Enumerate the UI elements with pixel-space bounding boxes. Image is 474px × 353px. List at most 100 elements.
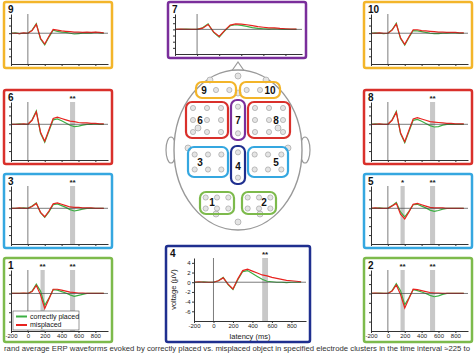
electrode bbox=[266, 117, 271, 122]
tick-mark bbox=[369, 190, 371, 191]
tick-mark bbox=[9, 26, 11, 27]
significance-label: * bbox=[401, 178, 405, 187]
tick-label: 800 bbox=[287, 323, 298, 329]
tick-mark bbox=[192, 311, 194, 312]
x-axis-tick: 600 bbox=[74, 331, 85, 339]
zero-line bbox=[11, 33, 108, 34]
y-axis-tick: 4 bbox=[187, 260, 194, 266]
y-axis-tick: 0 bbox=[187, 280, 194, 286]
y-axis-tick bbox=[9, 322, 11, 323]
x-axis-tick: 200 bbox=[40, 331, 51, 339]
panel: ****-20002004006008002 bbox=[364, 258, 472, 342]
tick-mark bbox=[9, 41, 11, 42]
zero-line bbox=[371, 208, 468, 209]
electrode bbox=[244, 87, 249, 92]
tick-mark bbox=[369, 26, 371, 27]
significance-label: ** bbox=[429, 94, 436, 103]
panel-number: 2 bbox=[368, 260, 374, 271]
waveform bbox=[371, 24, 464, 44]
electrode bbox=[213, 87, 218, 92]
x-axis-line bbox=[12, 244, 109, 245]
significance-label: ** bbox=[429, 178, 436, 187]
waveform bbox=[371, 285, 464, 308]
tick-mark bbox=[45, 64, 46, 66]
y-axis-line bbox=[11, 187, 12, 245]
x-axis-tick bbox=[422, 244, 423, 246]
y-axis-tick bbox=[9, 41, 11, 42]
x-axis-tick bbox=[388, 244, 389, 246]
tick-mark bbox=[9, 208, 11, 209]
tick-mark bbox=[9, 49, 11, 50]
tick-mark bbox=[422, 64, 423, 66]
y-axis-tick bbox=[9, 199, 11, 200]
waveform bbox=[11, 112, 104, 141]
significance-label: ** bbox=[429, 262, 436, 271]
x-axis-tick: 400 bbox=[248, 321, 259, 329]
zero-line bbox=[371, 293, 468, 294]
tick-mark bbox=[388, 64, 389, 66]
x-axis: -2000200400600800 bbox=[188, 321, 306, 329]
electrode bbox=[252, 152, 257, 157]
panel-frame bbox=[166, 246, 310, 342]
y-axis-tick bbox=[369, 226, 371, 227]
head-map: 12345678910 bbox=[166, 62, 310, 230]
tick-label: 200 bbox=[228, 323, 239, 329]
tick-mark bbox=[95, 160, 96, 162]
legend: correctly placedmisplaced bbox=[13, 311, 79, 330]
tick-mark bbox=[241, 54, 242, 56]
legend-box bbox=[13, 311, 79, 330]
waveform bbox=[11, 24, 104, 45]
plot-area bbox=[11, 24, 104, 45]
head-outline bbox=[174, 70, 302, 230]
y-axis-tick bbox=[369, 26, 371, 27]
tick-mark bbox=[9, 199, 11, 200]
electrode bbox=[203, 206, 208, 211]
tick-label: 200 bbox=[400, 333, 411, 339]
electrode bbox=[252, 117, 257, 122]
cluster-outline bbox=[200, 192, 234, 214]
y-axis-tick bbox=[369, 56, 371, 57]
tick-mark bbox=[369, 226, 371, 227]
panel-number: 5 bbox=[368, 176, 374, 187]
tick-mark bbox=[369, 133, 371, 134]
tick-mark bbox=[219, 54, 220, 56]
electrode bbox=[252, 129, 257, 134]
x-axis-line bbox=[12, 64, 109, 65]
y-axis-tick bbox=[9, 49, 11, 50]
x-axis-tick: 800 bbox=[451, 331, 462, 339]
tick-mark bbox=[9, 151, 11, 152]
x-axis-tick bbox=[45, 160, 46, 162]
tick-label: 400 bbox=[57, 333, 68, 339]
x-axis: -2000200400600800 bbox=[5, 331, 108, 339]
x-axis-tick bbox=[62, 64, 63, 66]
panel-number: 10 bbox=[368, 4, 380, 15]
y-axis-tick: 2 bbox=[187, 270, 194, 276]
tick-mark bbox=[369, 217, 371, 218]
y-axis-line bbox=[371, 187, 372, 245]
tick-mark bbox=[192, 292, 194, 293]
electrode bbox=[205, 152, 210, 157]
electrode bbox=[214, 195, 219, 200]
y-axis-tick bbox=[369, 293, 371, 294]
y-axis-tick bbox=[369, 303, 371, 304]
tick-mark bbox=[369, 56, 371, 57]
x-axis-tick bbox=[438, 64, 439, 66]
x-axis bbox=[176, 54, 303, 56]
cluster-outline bbox=[186, 102, 228, 138]
panel-frame bbox=[4, 174, 112, 248]
y-axis bbox=[9, 15, 12, 65]
waveform bbox=[194, 269, 301, 289]
panel: **8 bbox=[364, 90, 472, 164]
x-axis-tick bbox=[95, 160, 96, 162]
electrode bbox=[204, 105, 209, 110]
x-axis-line bbox=[176, 54, 303, 55]
x-axis-tick bbox=[438, 160, 439, 162]
electrode bbox=[280, 129, 285, 134]
y-axis-tick bbox=[9, 235, 11, 236]
y-axis: 420-2-4-6 bbox=[185, 259, 194, 322]
y-axis-tick bbox=[369, 322, 371, 323]
x-axis-tick: 400 bbox=[57, 331, 68, 339]
waveform bbox=[11, 284, 104, 305]
electrode bbox=[226, 206, 231, 211]
waveform bbox=[371, 203, 464, 219]
